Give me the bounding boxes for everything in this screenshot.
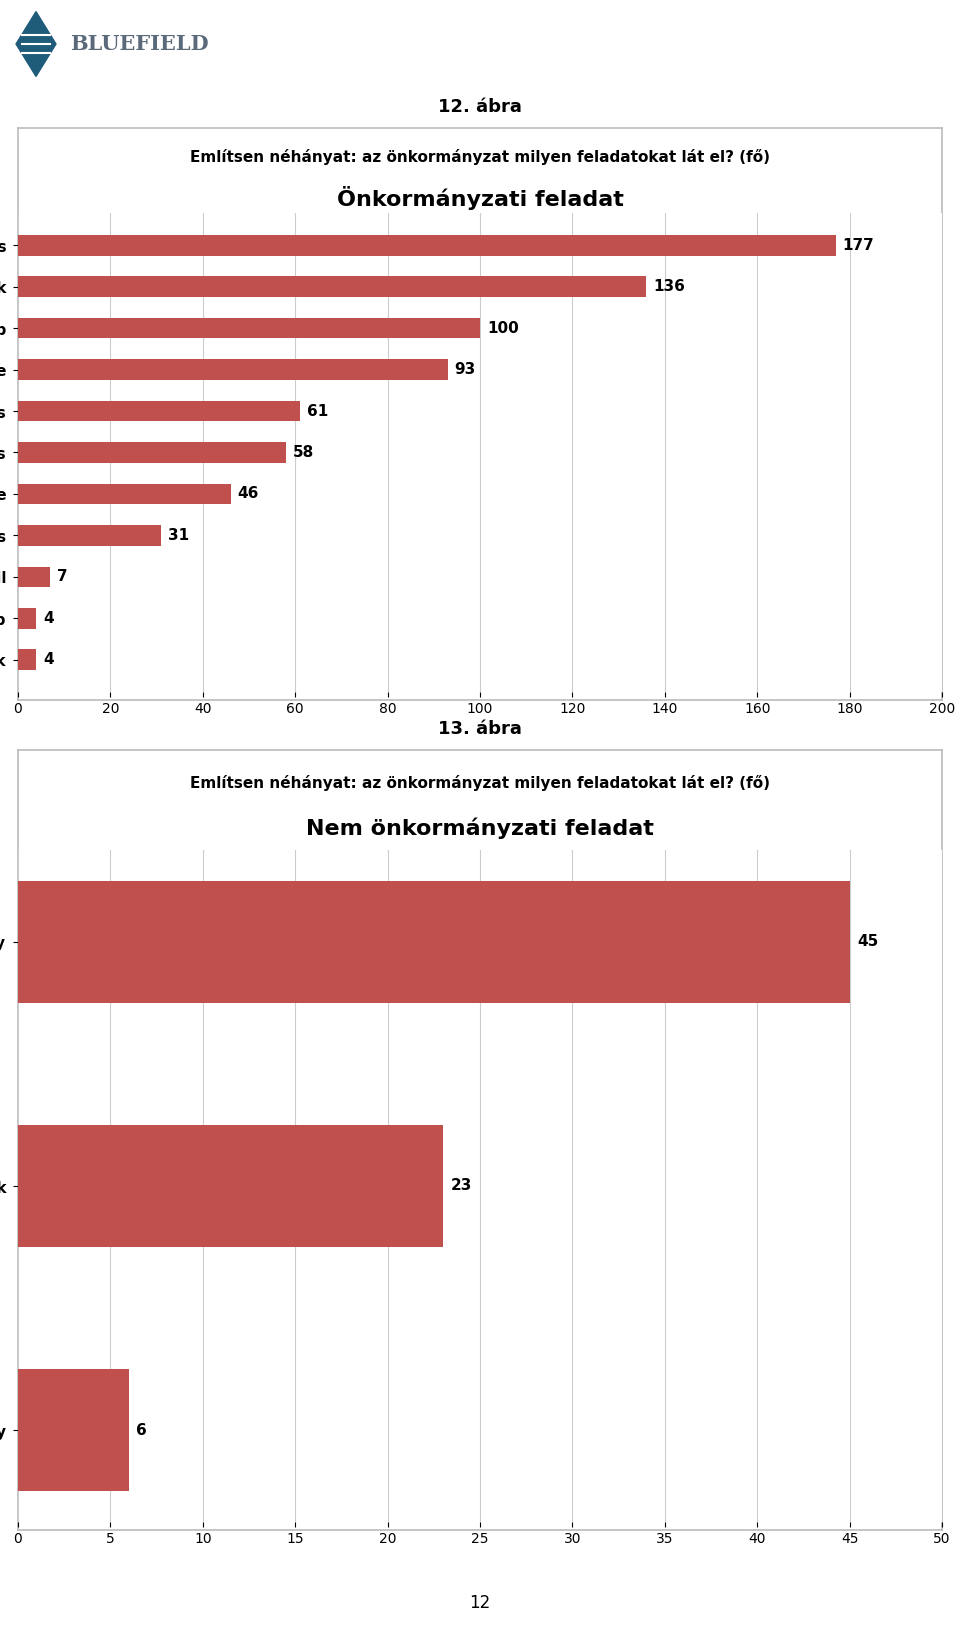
Text: 4: 4 (43, 611, 54, 626)
Text: 45: 45 (857, 934, 878, 950)
Polygon shape (16, 11, 56, 77)
Text: 61: 61 (307, 404, 328, 419)
Text: 13. ábra: 13. ábra (438, 719, 522, 737)
Bar (18, 881, 850, 1002)
Bar (18, 360, 447, 379)
Text: Említsen néhányat: az önkormányzat milyen feladatokat lát el? (fő): Említsen néhányat: az önkormányzat milye… (190, 775, 770, 791)
Bar (18, 235, 836, 255)
Bar (18, 649, 36, 670)
Bar (18, 1368, 129, 1491)
Text: Említsen néhányat: az önkormányzat milyen feladatokat lát el? (fő): Említsen néhányat: az önkormányzat milye… (190, 149, 770, 165)
Bar (18, 525, 161, 546)
Text: 136: 136 (653, 280, 685, 294)
Text: 46: 46 (237, 487, 259, 502)
Bar (18, 441, 286, 463)
Bar (18, 608, 36, 629)
Text: 100: 100 (487, 320, 518, 335)
Text: Önkormányzati feladat: Önkormányzati feladat (337, 185, 623, 209)
Text: 93: 93 (455, 361, 476, 378)
Bar (18, 1125, 444, 1248)
Text: BLUEFIELD: BLUEFIELD (70, 34, 208, 54)
Text: 31: 31 (168, 528, 189, 543)
Text: 4: 4 (43, 652, 54, 667)
Text: 7: 7 (58, 569, 68, 584)
Bar (18, 317, 480, 338)
Text: 6: 6 (136, 1422, 147, 1437)
Text: Nem önkormányzati feladat: Nem önkormányzati feladat (306, 818, 654, 839)
Bar (18, 567, 50, 587)
Text: 12. ábra: 12. ábra (438, 98, 522, 116)
Text: 177: 177 (843, 237, 875, 253)
Bar (18, 276, 646, 298)
Bar (18, 484, 230, 504)
Text: 12: 12 (469, 1594, 491, 1612)
Bar (18, 401, 300, 422)
Text: 58: 58 (293, 445, 314, 459)
Text: 23: 23 (450, 1179, 471, 1194)
